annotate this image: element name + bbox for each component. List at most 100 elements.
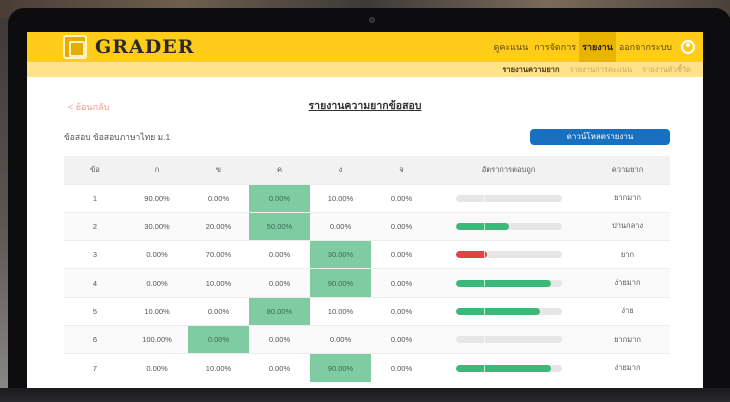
cell-question-no: 5 (64, 296, 126, 326)
cell-rate (432, 268, 585, 298)
col-header-c: ค (249, 156, 310, 184)
table-row: 3 0.00% 70.00% 0.00% 30.00% 0.00% ยาก (64, 240, 670, 269)
col-header-rate: อัตราการตอบถูก (432, 156, 585, 184)
cell-choice-c: 0.00% (249, 324, 310, 354)
cell-question-no: 2 (64, 211, 126, 241)
cell-choice-a: 0.00% (126, 353, 188, 383)
user-circle-icon[interactable] (681, 40, 695, 54)
rate-progress-bar (455, 336, 562, 344)
main-nav: ดูคะแนน การจัดการ รายงาน ออกจากระบบ (490, 32, 695, 62)
difficulty-table: ข้อ ก ข ค ง จ อัตราการตอบถูก ความยาก 1 90… (64, 156, 670, 383)
col-header-e: จ (371, 156, 432, 184)
laptop-bottom-edge (0, 388, 730, 402)
brand-name: GRADER (95, 36, 195, 58)
col-header-no: ข้อ (64, 156, 126, 184)
cell-choice-e: 0.00% (371, 211, 432, 241)
cell-choice-d: 90.00% (310, 268, 371, 298)
cell-choice-d: 30.00% (310, 240, 371, 269)
rate-progress-bar (455, 251, 562, 259)
nav-logout[interactable]: ออกจากระบบ (618, 42, 672, 52)
rate-progress-bar (455, 279, 562, 287)
rate-progress-fill (455, 307, 541, 315)
download-report-button[interactable]: ดาวน์โหลดรายงาน (530, 129, 670, 145)
cell-choice-b: 70.00% (188, 240, 249, 269)
top-header: GRADER ดูคะแนน การจัดการ รายงาน ออกจากระ… (27, 32, 703, 62)
table-row: 2 30.00% 20.00% 50.00% 0.00% 0.00% ปานกลาง (64, 211, 670, 241)
cell-choice-a: 90.00% (126, 183, 188, 213)
page-title: รายงานความยากข้อสอบ (308, 100, 422, 112)
table-row: 7 0.00% 10.00% 0.00% 90.00% 0.00% ง่ายมาก (64, 353, 670, 383)
rate-progress-bar (455, 194, 562, 202)
rate-progress-bar (455, 307, 562, 315)
cell-rate (432, 183, 585, 213)
cell-choice-e: 0.00% (371, 268, 432, 298)
rate-progress-fill (455, 279, 551, 287)
back-link[interactable]: < ย้อนกลับ (68, 102, 110, 112)
cell-difficulty: ปานกลาง (585, 211, 670, 241)
cell-choice-c: 80.00% (249, 296, 310, 326)
webcam-icon (369, 17, 375, 23)
rate-progress-bar (455, 222, 562, 230)
cell-choice-d: 0.00% (310, 324, 371, 354)
table-row: 1 90.00% 0.00% 0.00% 10.00% 0.00% ยากมาก (64, 183, 670, 213)
cell-difficulty: ง่ายมาก (585, 268, 670, 298)
cell-choice-b: 10.00% (188, 353, 249, 383)
rate-progress-bar (455, 364, 562, 372)
cell-choice-d: 0.00% (310, 211, 371, 241)
cell-choice-e: 0.00% (371, 353, 432, 383)
cell-rate (432, 296, 585, 326)
cell-choice-a: 10.00% (126, 296, 188, 326)
cell-choice-a: 0.00% (126, 268, 188, 298)
table-body: 1 90.00% 0.00% 0.00% 10.00% 0.00% ยากมาก 2 30.00… (64, 183, 670, 383)
cell-choice-c: 0.00% (249, 240, 310, 269)
cell-choice-c: 0.00% (249, 183, 310, 213)
cell-choice-c: 0.00% (249, 268, 310, 298)
cell-question-no: 3 (64, 240, 126, 269)
table-row: 5 10.00% 0.00% 80.00% 10.00% 0.00% ง่าย (64, 296, 670, 326)
rate-progress-fill (455, 364, 551, 372)
cell-difficulty: ง่าย (585, 296, 670, 326)
table-header-row: ข้อ ก ข ค ง จ อัตราการตอบถูก ความยาก (64, 156, 670, 184)
cell-choice-a: 0.00% (126, 240, 188, 269)
subnav-difficulty-report[interactable]: รายงานความยาก (502, 64, 560, 74)
table-row: 6 100.00% 0.00% 0.00% 0.00% 0.00% ยากมาก (64, 324, 670, 354)
table-row: 4 0.00% 10.00% 0.00% 90.00% 0.00% ง่ายมาก (64, 268, 670, 298)
rate-progress-fill (455, 251, 488, 259)
cell-difficulty: ยากมาก (585, 324, 670, 354)
cell-choice-a: 30.00% (126, 211, 188, 241)
nav-manage[interactable]: การจัดการ (534, 42, 577, 52)
cell-rate (432, 240, 585, 269)
cell-question-no: 7 (64, 353, 126, 383)
nav-reports[interactable]: รายงาน (579, 32, 616, 62)
cell-choice-c: 0.00% (249, 353, 310, 383)
nav-scores[interactable]: ดูคะแนน (493, 42, 529, 52)
cell-difficulty: ง่ายมาก (585, 353, 670, 383)
rate-progress-fill (455, 222, 509, 230)
cell-choice-b: 0.00% (188, 183, 249, 213)
cell-choice-d: 10.00% (310, 296, 371, 326)
cell-rate (432, 353, 585, 383)
cell-question-no: 1 (64, 183, 126, 213)
subnav-indicator-report[interactable]: รายงานตัวชี้วัด (642, 64, 691, 74)
cell-choice-e: 0.00% (371, 296, 432, 326)
cell-choice-b: 0.00% (188, 296, 249, 326)
subnav-score-report[interactable]: รายงานการคะแนน (569, 64, 633, 74)
cell-choice-e: 0.00% (371, 240, 432, 269)
cell-choice-b: 10.00% (188, 268, 249, 298)
cell-question-no: 6 (64, 324, 126, 354)
cell-choice-d: 90.00% (310, 353, 371, 383)
col-header-d: ง (310, 156, 371, 184)
col-header-a: ก (126, 156, 188, 184)
brand-logo[interactable]: GRADER (63, 35, 195, 59)
col-header-difficulty: ความยาก (585, 156, 670, 184)
cell-choice-d: 10.00% (310, 183, 371, 213)
cell-choice-c: 50.00% (249, 211, 310, 241)
cell-question-no: 4 (64, 268, 126, 298)
cell-choice-b: 0.00% (188, 324, 249, 354)
exam-label: ข้อสอบ ข้อสอบภาษาไทย ม.1 (64, 132, 171, 142)
cell-rate (432, 211, 585, 241)
logo-icon (63, 35, 87, 59)
cell-choice-b: 20.00% (188, 211, 249, 241)
cell-difficulty: ยาก (585, 240, 670, 269)
sub-nav: รายงานความยาก รายงานการคะแนน รายงานตัวชี… (27, 62, 703, 77)
